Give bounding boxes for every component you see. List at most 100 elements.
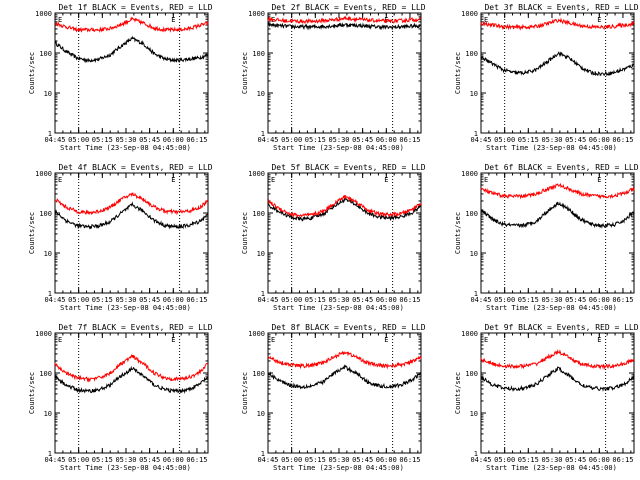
x-tick-label: 05:45	[565, 456, 586, 464]
x-tick-label: 05:00	[281, 296, 302, 304]
plot-frame	[480, 172, 635, 294]
x-tick-label: 06:00	[589, 296, 610, 304]
x-tick-label: 05:45	[139, 136, 160, 144]
y-tick-label: 100	[252, 370, 265, 378]
y-tick-label: 10	[44, 90, 52, 98]
x-tick-label: 05:45	[352, 456, 373, 464]
x-tick-label: 06:00	[376, 456, 397, 464]
x-tick-label: 05:15	[518, 136, 539, 144]
x-tick-label: 04:45	[470, 456, 491, 464]
y-axis-label: Counts/sec	[241, 52, 249, 94]
series-line-events	[480, 201, 635, 229]
y-tick-label: 1	[474, 130, 478, 138]
x-tick-label: 05:45	[565, 136, 586, 144]
x-tick-label: 06:00	[163, 136, 184, 144]
x-axis-label: Start Time (23-Sep-08 04:45:00)	[60, 464, 191, 472]
x-tick-label: 05:45	[139, 296, 160, 304]
plot-frame	[54, 12, 209, 134]
series-line-events	[54, 365, 209, 394]
y-axis-label: Counts/sec	[28, 212, 36, 254]
x-axis-label: Start Time (23-Sep-08 04:45:00)	[486, 144, 617, 152]
x-tick-label: 05:30	[328, 136, 349, 144]
y-axis-label: Counts/sec	[454, 372, 462, 414]
x-tick-label: 04:45	[470, 296, 491, 304]
x-tick-label: 05:30	[115, 136, 136, 144]
y-tick-label: 1	[48, 450, 52, 458]
corner-marker: E	[171, 16, 175, 24]
corner-marker: E	[484, 336, 488, 344]
y-tick-label: 100	[39, 50, 52, 58]
y-tick-label: 1	[261, 130, 265, 138]
y-tick-label: 100	[252, 210, 265, 218]
plot-frame	[267, 332, 422, 454]
corner-marker: E	[597, 336, 601, 344]
x-tick-label: 05:00	[281, 456, 302, 464]
x-tick-label: 05:00	[68, 296, 89, 304]
x-tick-label: 04:45	[44, 136, 65, 144]
x-tick-label: 04:45	[257, 296, 278, 304]
x-tick-label: 04:45	[257, 136, 278, 144]
x-tick-label: 06:15	[186, 296, 207, 304]
plot-frame	[267, 12, 422, 134]
series-line-events	[267, 364, 422, 390]
chart-panel-1: Det 1f BLACK = Events, RED = LLD 1 10 100 10…	[28, 3, 213, 152]
y-tick-label: 1000	[248, 10, 265, 18]
corner-marker: E	[597, 16, 601, 24]
y-tick-label: 100	[252, 50, 265, 58]
y-tick-label: 100	[39, 210, 52, 218]
x-tick-label: 06:15	[612, 296, 633, 304]
corner-marker: E	[171, 336, 175, 344]
y-tick-label: 100	[465, 210, 478, 218]
y-tick-label: 1000	[461, 330, 478, 338]
x-tick-label: 06:15	[399, 456, 420, 464]
x-tick-label: 04:45	[470, 136, 491, 144]
y-tick-label: 10	[44, 410, 52, 418]
chart-panel-3: Det 3f BLACK = Events, RED = LLD 1 10 100 10…	[454, 3, 639, 152]
x-tick-label: 05:00	[281, 136, 302, 144]
x-tick-label: 06:00	[163, 456, 184, 464]
chart-title: Det 6f BLACK = Events, RED = LLD	[484, 163, 638, 172]
plot-frame	[54, 172, 209, 294]
x-tick-label: 05:15	[518, 456, 539, 464]
y-tick-label: 10	[44, 250, 52, 258]
y-tick-label: 1000	[248, 170, 265, 178]
corner-marker: E	[58, 176, 62, 184]
series-line-lld	[480, 349, 635, 370]
chart-panel-8: Det 8f BLACK = Events, RED = LLD 1 10 100 10…	[241, 323, 426, 472]
y-tick-label: 1000	[35, 10, 52, 18]
x-tick-label: 05:30	[328, 456, 349, 464]
chart-panel-4: Det 4f BLACK = Events, RED = LLD 1 10 100 10…	[28, 163, 213, 312]
series-line-lld	[267, 350, 422, 370]
chart-title: Det 2f BLACK = Events, RED = LLD	[271, 3, 425, 12]
y-tick-label: 10	[257, 90, 265, 98]
x-tick-label: 06:15	[186, 136, 207, 144]
x-tick-label: 05:30	[541, 456, 562, 464]
x-tick-label: 05:15	[92, 296, 113, 304]
y-tick-label: 10	[257, 410, 265, 418]
y-tick-label: 1	[474, 450, 478, 458]
x-tick-label: 06:15	[612, 456, 633, 464]
y-tick-label: 100	[39, 370, 52, 378]
y-tick-label: 10	[470, 410, 478, 418]
y-tick-label: 1000	[248, 330, 265, 338]
corner-marker: E	[484, 16, 488, 24]
corner-marker: E	[271, 336, 275, 344]
x-axis-label: Start Time (23-Sep-08 04:45:00)	[273, 464, 404, 472]
x-tick-label: 05:00	[68, 136, 89, 144]
plot-frame	[480, 332, 635, 454]
x-tick-label: 06:15	[612, 136, 633, 144]
series-line-events	[267, 22, 421, 31]
y-tick-label: 10	[257, 250, 265, 258]
x-tick-label: 05:30	[115, 456, 136, 464]
x-tick-label: 04:45	[44, 296, 65, 304]
series-line-lld	[267, 15, 422, 25]
y-axis-label: Counts/sec	[454, 52, 462, 94]
x-axis-label: Start Time (23-Sep-08 04:45:00)	[273, 144, 404, 152]
chart-title: Det 8f BLACK = Events, RED = LLD	[271, 323, 425, 332]
x-tick-label: 05:30	[541, 296, 562, 304]
x-tick-label: 06:00	[163, 296, 184, 304]
x-axis-label: Start Time (23-Sep-08 04:45:00)	[60, 144, 191, 152]
series-line-events	[480, 51, 635, 77]
x-tick-label: 05:15	[305, 296, 326, 304]
y-axis-label: Counts/sec	[454, 212, 462, 254]
